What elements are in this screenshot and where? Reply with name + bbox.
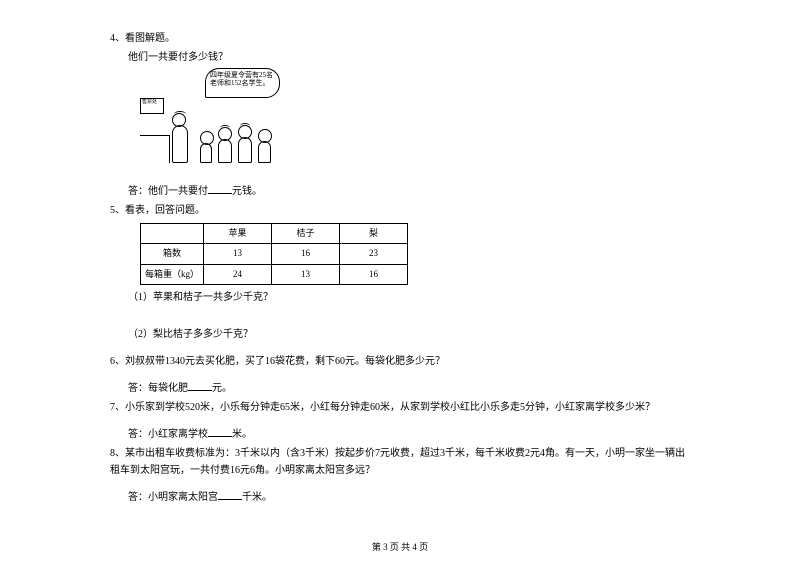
table-cell: 箱数 [141,244,204,264]
q6-answer: 答：每袋化肥元。 [110,380,690,397]
table-row: 每箱重（kg） 24 13 16 [141,264,408,284]
q7-blank[interactable] [208,427,232,437]
q6-blank[interactable] [188,381,212,391]
table-cell: 梨 [340,224,408,244]
table-row: 箱数 13 16 23 [141,244,408,264]
q8-answer: 答：小明家离太阳宫千米。 [110,489,690,506]
q4-answer: 答：他们一共要付元钱。 [110,183,690,200]
page-footer: 第 3 页 共 4 页 [0,540,800,553]
table-cell: 24 [204,264,272,284]
q6-text: 6、刘叔叔带1340元去买化肥，买了16袋花费，剩下60元。每袋化肥多少元？ [110,353,690,370]
q8-blank[interactable] [218,490,242,500]
q5-sub2: （2）梨比桔子多多少千克？ [110,326,690,343]
ticket-sign: 售票处 [140,98,164,114]
speech-bubble: 四年级夏令营有25名老师和152名学生。 [205,68,280,98]
table-cell: 13 [204,244,272,264]
q4-blank[interactable] [208,184,232,194]
table-row: 苹果 桔子 梨 [141,224,408,244]
fruit-table: 苹果 桔子 梨 箱数 13 16 23 每箱重（kg） 24 13 16 [140,223,408,285]
q4-illustration: 四年级夏令营有25名老师和152名学生。 售票处 [140,68,280,163]
table-cell: 每箱重（kg） [141,264,204,284]
q4-subtitle: 他们一共要付多少钱？ [110,49,690,66]
q5-title: 5、看表，回答问题。 [110,202,690,219]
table-cell: 16 [340,264,408,284]
table-cell: 苹果 [204,224,272,244]
q7-text: 7、小乐家到学校520米，小乐每分钟走65米，小红每分钟走60米，从家到学校小红… [110,399,690,416]
table-cell: 23 [340,244,408,264]
q7-answer: 答：小红家离学校米。 [110,426,690,443]
q5-sub1: （1）苹果和桔子一共多少千克？ [110,289,690,306]
table-cell: 13 [272,264,340,284]
table-cell: 桔子 [272,224,340,244]
q4-title: 4、看图解题。 [110,30,690,47]
people-group [170,105,280,163]
q8-text: 8、某市出租车收费标准为：3千米以内（含3千米）按起步价7元收费，超过3千米，每… [110,445,690,479]
table-cell [141,224,204,244]
table-cell: 16 [272,244,340,264]
counter-shape [140,135,170,163]
